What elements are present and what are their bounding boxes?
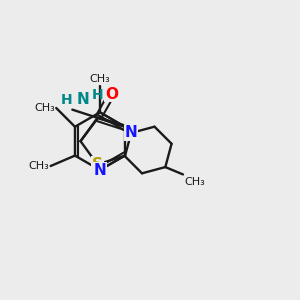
Text: N: N: [76, 92, 89, 107]
Text: N: N: [94, 163, 106, 178]
Text: O: O: [105, 87, 118, 102]
Text: CH₃: CH₃: [90, 74, 110, 84]
Text: CH₃: CH₃: [34, 103, 55, 113]
Text: N: N: [125, 125, 138, 140]
Text: S: S: [92, 157, 103, 172]
Text: CH₃: CH₃: [184, 177, 205, 188]
Text: CH₃: CH₃: [28, 161, 49, 171]
Text: H: H: [92, 88, 103, 102]
Text: H: H: [61, 93, 72, 107]
